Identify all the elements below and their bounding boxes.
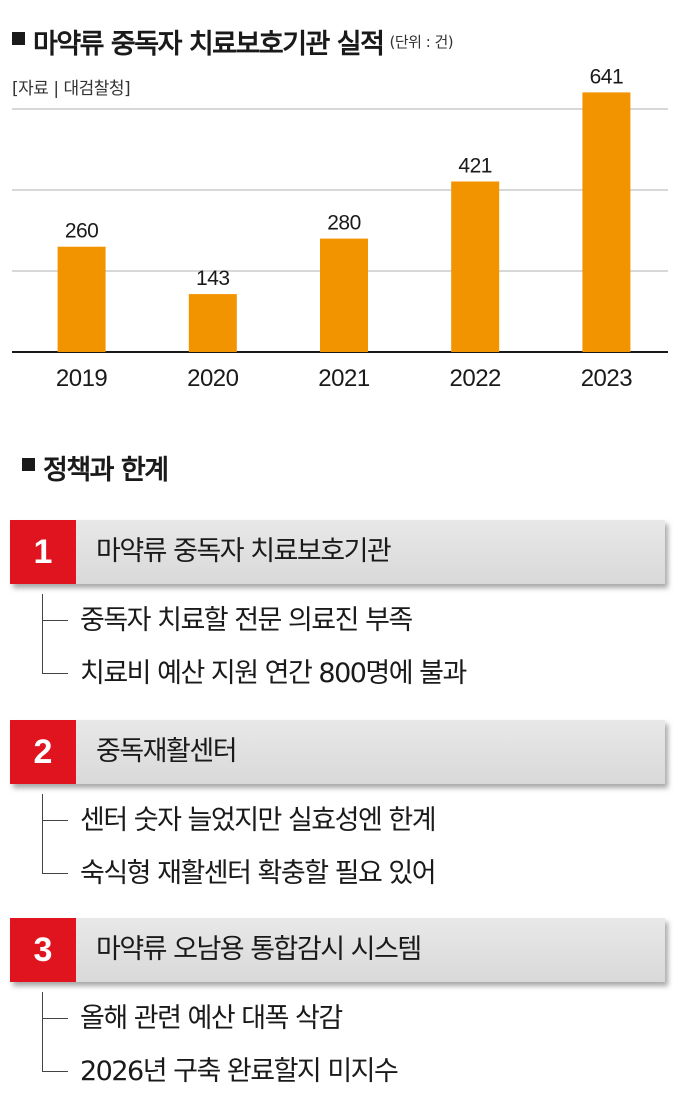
chart-title: 마약류 중독자 치료보호기관 실적 — [33, 29, 385, 60]
data-label: 421 — [458, 154, 492, 177]
policy-point: 올해 관련 예산 대폭 삭감 — [10, 992, 665, 1045]
policy-title-bar: 2 중독재활센터 — [10, 720, 665, 784]
bar — [320, 238, 368, 352]
policy-point: 숙식형 재활센터 확충할 필요 있어 — [10, 847, 665, 900]
tree-branch — [42, 1071, 68, 1072]
policy-point: 중독자 치료할 전문 의료진 부족 — [10, 594, 665, 647]
bar — [582, 92, 631, 353]
policy-title: 마약류 오남용 통합감시 시스템 — [96, 934, 422, 965]
policy-point: 2026년 구축 완료할지 미지수 — [10, 1045, 665, 1098]
tree-connector — [42, 794, 43, 873]
x-tick-label: 2023 — [581, 365, 633, 392]
bar — [57, 246, 106, 352]
policy-point-text: 2026년 구축 완료할지 미지수 — [80, 1056, 399, 1087]
section-bullet-icon — [22, 458, 35, 471]
policy-point: 센터 숫자 늘었지만 실효성엔 한계 — [10, 794, 665, 847]
policy-section-header: 정책과 한계 — [22, 448, 169, 487]
policy-points: 올해 관련 예산 대폭 삭감 2026년 구축 완료할지 미지수 — [10, 992, 665, 1098]
data-label: 260 — [65, 220, 99, 243]
bar-chart: 260 2019 143 2020 280 2021 421 2022 641 2023 — [12, 65, 668, 392]
chart-unit: (단위 : 건) — [389, 33, 454, 51]
tree-branch — [42, 820, 68, 821]
x-tick-label: 2019 — [56, 365, 108, 392]
data-label: 143 — [196, 267, 230, 290]
chart-source: [자료 | 대검찰청] — [12, 79, 131, 99]
policy-point-text: 중독자 치료할 전문 의료진 부족 — [80, 605, 413, 636]
tree-branch — [42, 1018, 68, 1019]
policy-number-badge: 3 — [10, 918, 76, 982]
bar — [451, 181, 500, 352]
title-bullet-icon — [12, 32, 25, 45]
policy-title-bar: 3 마약류 오남용 통합감시 시스템 — [10, 918, 665, 982]
policy-block-2: 2 중독재활센터 센터 숫자 늘었지만 실효성엔 한계 숙식형 재활센터 확충할… — [10, 720, 665, 900]
policy-block-3: 3 마약류 오남용 통합감시 시스템 올해 관련 예산 대폭 삭감 2026년 … — [10, 918, 665, 1098]
x-tick-label: 2020 — [187, 365, 239, 392]
tree-branch — [42, 873, 68, 874]
policy-number-badge: 2 — [10, 720, 76, 784]
data-label: 280 — [327, 212, 361, 235]
policy-number-badge: 1 — [10, 520, 76, 584]
policy-point-text: 센터 숫자 늘었지만 실효성엔 한계 — [80, 805, 437, 836]
policy-point-text: 숙식형 재활센터 확충할 필요 있어 — [80, 858, 437, 889]
chart-header: 마약류 중독자 치료보호기관 실적 (단위 : 건) — [12, 22, 454, 62]
x-tick-label: 2022 — [450, 365, 502, 392]
policy-title-bar: 1 마약류 중독자 치료보호기관 — [10, 520, 665, 584]
policy-point: 치료비 예산 지원 연간 800명에 불과 — [10, 647, 665, 700]
policy-block-1: 1 마약류 중독자 치료보호기관 중독자 치료할 전문 의료진 부족 치료비 예… — [10, 520, 665, 700]
policy-title: 마약류 중독자 치료보호기관 — [96, 536, 392, 567]
policy-section-title: 정책과 한계 — [43, 455, 169, 486]
policy-point-text: 올해 관련 예산 대폭 삭감 — [80, 1003, 343, 1034]
policy-points: 센터 숫자 늘었지만 실효성엔 한계 숙식형 재활센터 확충할 필요 있어 — [10, 794, 665, 900]
policy-title: 중독재활센터 — [96, 736, 238, 767]
policy-points: 중독자 치료할 전문 의료진 부족 치료비 예산 지원 연간 800명에 불과 — [10, 594, 665, 700]
bar — [188, 294, 237, 352]
tree-connector — [42, 992, 43, 1071]
policy-point-text: 치료비 예산 지원 연간 800명에 불과 — [80, 658, 467, 689]
tree-connector — [42, 594, 43, 673]
data-label: 641 — [590, 65, 624, 88]
x-tick-label: 2021 — [318, 365, 370, 392]
tree-branch — [42, 673, 68, 674]
tree-branch — [42, 620, 68, 621]
